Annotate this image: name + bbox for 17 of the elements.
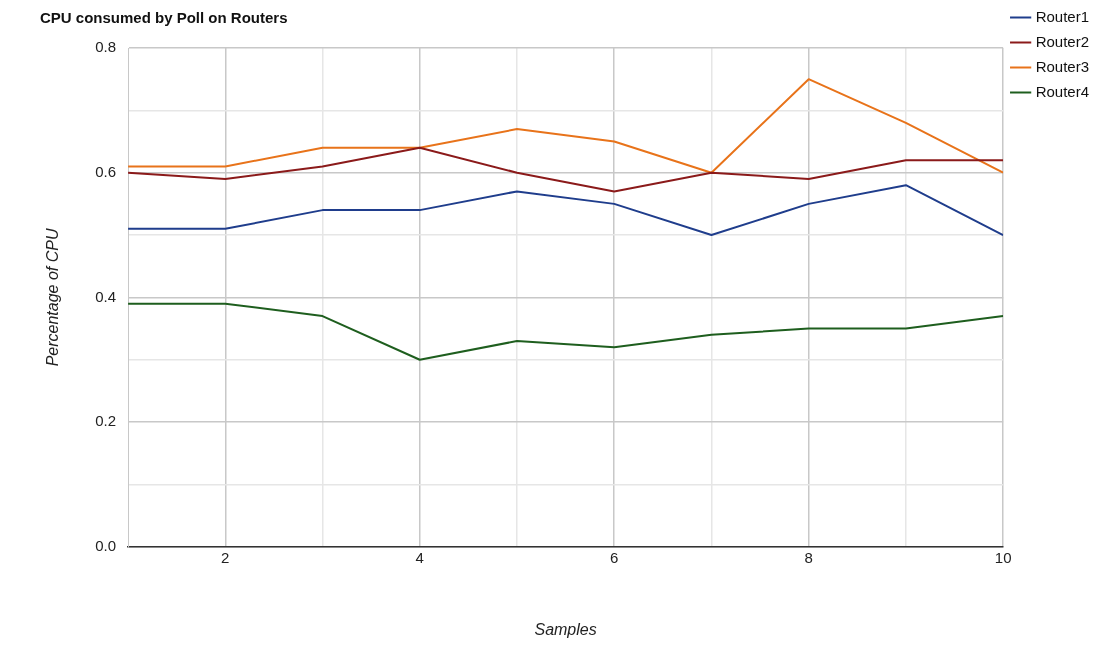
legend-label: Router1 xyxy=(1035,7,1090,25)
x-tick-label: 8 xyxy=(804,548,813,566)
y-tick-label: 0.4 xyxy=(95,287,117,305)
legend-label: Router4 xyxy=(1035,82,1090,100)
x-tick-label: 2 xyxy=(221,548,230,566)
legend-label: Router3 xyxy=(1035,57,1090,75)
x-tick-label: 4 xyxy=(415,548,424,566)
y-tick-label: 0.2 xyxy=(95,412,117,430)
x-axis-title: Samples xyxy=(534,620,597,638)
y-tick-label: 0.0 xyxy=(95,536,117,554)
legend-label: Router2 xyxy=(1035,32,1090,50)
y-tick-label: 0.6 xyxy=(95,162,117,180)
x-tick-label: 6 xyxy=(610,548,619,566)
y-axis-title: Percentage of CPU xyxy=(44,228,62,367)
chart-title: CPU consumed by Poll on Routers xyxy=(40,9,288,27)
x-tick-label: 10 xyxy=(994,548,1012,566)
y-tick-label: 0.8 xyxy=(95,38,117,56)
